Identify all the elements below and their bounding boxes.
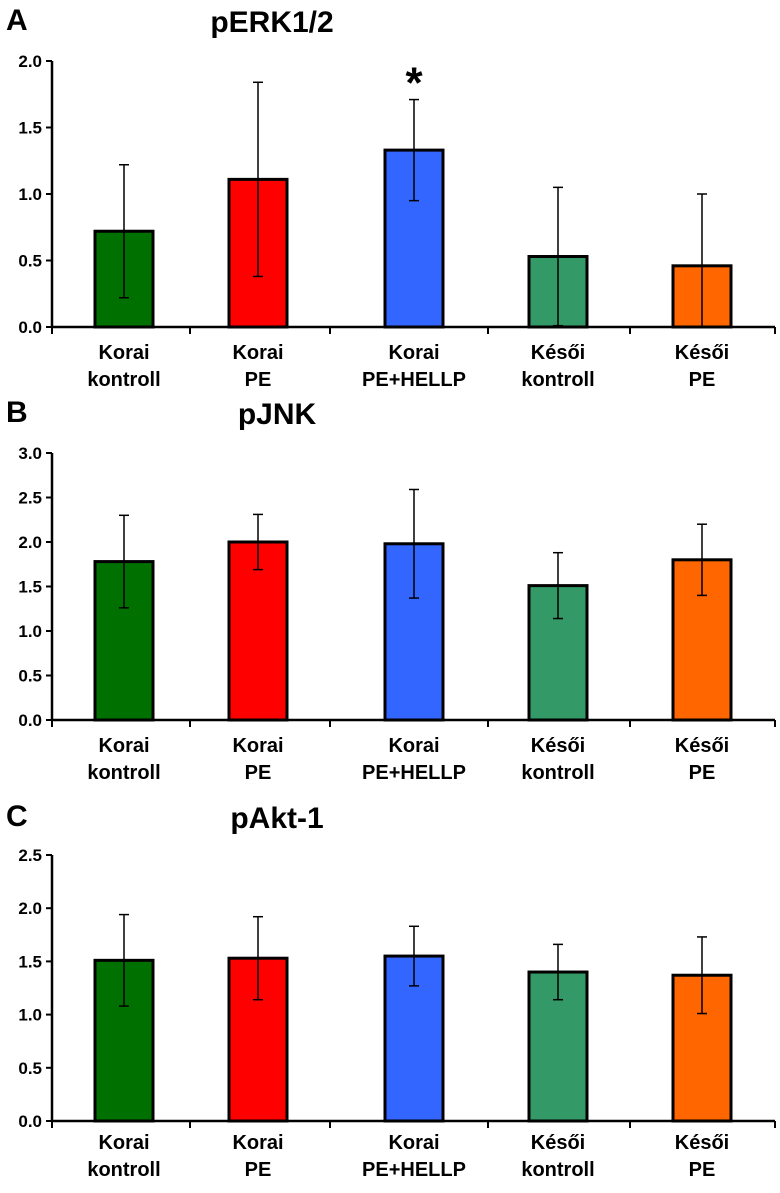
y-tick-label: 0.0 (18, 318, 42, 337)
x-tick-label: Korai (98, 342, 149, 364)
y-tick-label: 0.0 (18, 711, 42, 730)
y-tick-label: 1.5 (18, 952, 42, 971)
y-tick-label: 1.0 (18, 622, 42, 641)
y-tick-label: 0.5 (18, 252, 42, 271)
x-tick-label: PE+HELLP (362, 1159, 466, 1181)
x-tick-label: PE+HELLP (362, 762, 466, 784)
x-tick-label: Késői (531, 1132, 585, 1154)
x-tick-label: kontroll (87, 369, 160, 391)
y-tick-label: 1.0 (18, 1006, 42, 1025)
panel-letter: C (6, 800, 28, 833)
y-tick-label: 3.0 (18, 444, 42, 463)
chart-title: pAkt-1 (230, 802, 323, 835)
x-tick-label: Korai (98, 1132, 149, 1154)
y-tick-label: 0.5 (18, 667, 42, 686)
x-tick-label: kontroll (87, 762, 160, 784)
x-tick-label: PE (245, 369, 272, 391)
y-tick-label: 2.0 (18, 52, 42, 71)
x-tick-label: kontroll (521, 762, 594, 784)
x-tick-label: Késői (675, 1132, 729, 1154)
x-tick-label: PE (689, 369, 716, 391)
x-tick-label: Korai (388, 342, 439, 364)
y-tick-label: 2.0 (18, 533, 42, 552)
bar (227, 540, 289, 722)
y-tick-label: 1.5 (18, 119, 42, 138)
x-tick-label: kontroll (521, 369, 594, 391)
x-tick-label: Korai (232, 735, 283, 757)
x-tick-label: Késői (675, 735, 729, 757)
chart-title: pERK1/2 (210, 6, 333, 39)
y-tick-label: 1.0 (18, 185, 42, 204)
x-tick-label: Korai (388, 1132, 439, 1154)
x-tick-label: Késői (531, 342, 585, 364)
panel-letter: B (6, 396, 28, 429)
x-tick-label: PE (245, 1159, 272, 1181)
x-tick-label: kontroll (87, 1159, 160, 1181)
x-tick-label: Korai (232, 1132, 283, 1154)
x-tick-label: Korai (232, 342, 283, 364)
x-tick-label: PE (689, 1159, 716, 1181)
y-tick-label: 2.5 (18, 489, 42, 508)
x-tick-label: Korai (98, 735, 149, 757)
panel-letter: A (6, 4, 28, 37)
y-tick-label: 0.0 (18, 1112, 42, 1131)
y-tick-label: 0.5 (18, 1059, 42, 1078)
significance-star: * (405, 59, 423, 108)
x-tick-label: Késői (675, 342, 729, 364)
x-tick-label: PE (689, 762, 716, 784)
y-tick-label: 1.5 (18, 578, 42, 597)
x-tick-label: Korai (388, 735, 439, 757)
x-tick-label: kontroll (521, 1159, 594, 1181)
y-tick-label: 2.5 (18, 846, 42, 865)
x-tick-label: PE+HELLP (362, 369, 466, 391)
y-tick-label: 2.0 (18, 899, 42, 918)
chart-title: pJNK (238, 398, 317, 431)
x-tick-label: Késői (531, 735, 585, 757)
x-tick-label: PE (245, 762, 272, 784)
